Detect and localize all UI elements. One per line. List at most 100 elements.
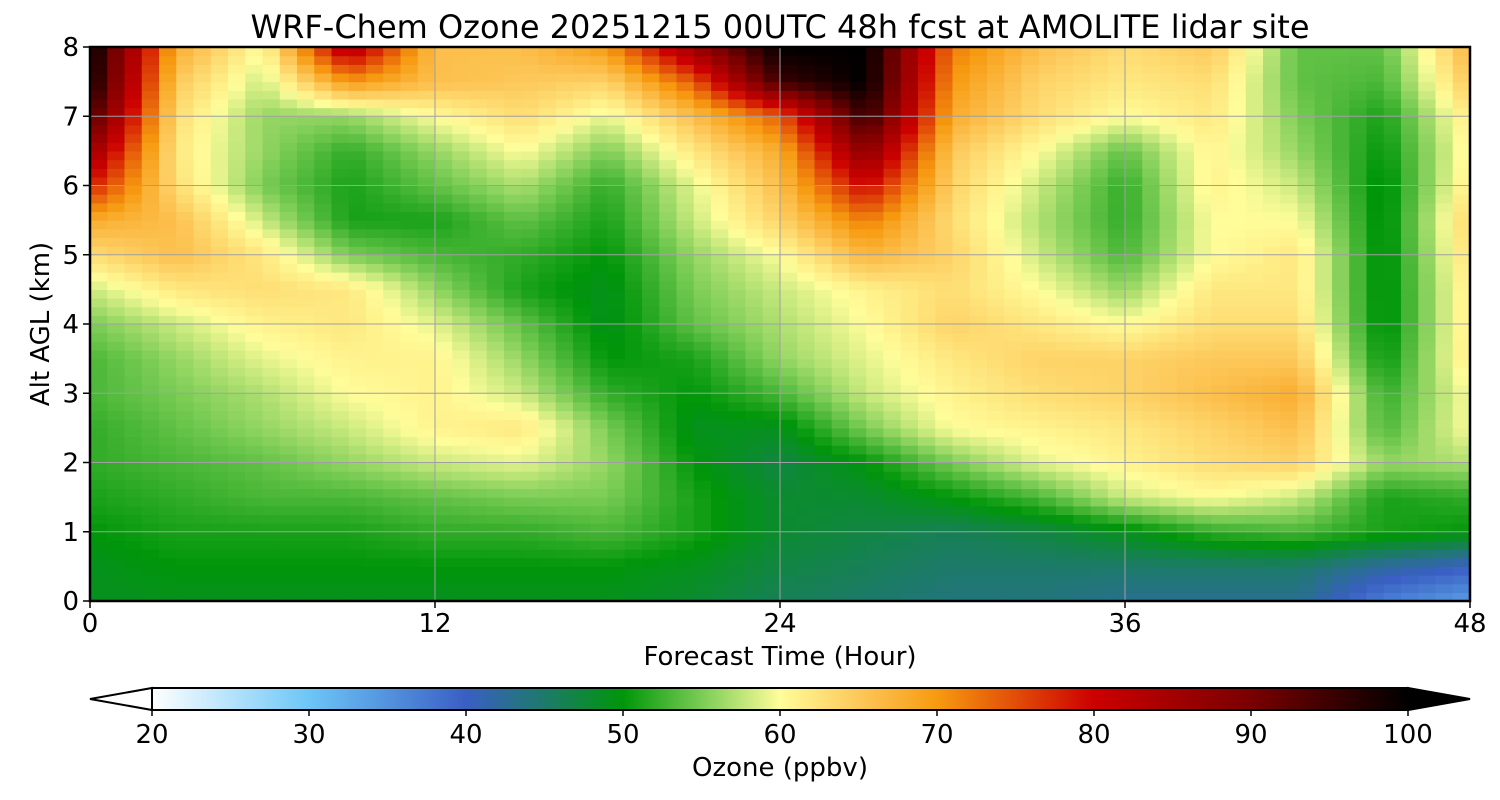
heatmap-cell: [814, 488, 833, 498]
heatmap-cell: [262, 289, 281, 299]
heatmap-cell: [1038, 427, 1057, 438]
heatmap-cell: [435, 393, 453, 403]
heatmap-cell: [1176, 436, 1195, 446]
heatmap-cell: [1349, 254, 1368, 265]
heatmap-cell: [1263, 228, 1281, 239]
heatmap-cell: [1021, 116, 1040, 126]
heatmap-cell: [504, 445, 522, 455]
heatmap-cell: [1004, 358, 1023, 368]
heatmap-cell: [952, 246, 971, 256]
heatmap-cell: [1366, 419, 1385, 429]
heatmap-cell: [1314, 445, 1333, 455]
heatmap-cell: [745, 349, 764, 360]
heatmap-cell: [400, 393, 419, 403]
heatmap-cell: [1435, 168, 1454, 178]
heatmap-cell: [262, 272, 281, 282]
heatmap-cell: [1401, 315, 1419, 325]
heatmap-cell: [1452, 583, 1470, 593]
heatmap-cell: [780, 194, 798, 204]
heatmap-cell: [141, 263, 160, 273]
heatmap-cell: [1401, 228, 1419, 239]
heatmap-cell: [693, 116, 712, 126]
heatmap-cell: [555, 150, 574, 161]
heatmap-cell: [469, 566, 488, 576]
heatmap-cell: [1004, 488, 1023, 498]
heatmap-cell: [866, 246, 885, 256]
heatmap-cell: [435, 107, 453, 117]
heatmap-cell: [452, 592, 471, 601]
heatmap-cell: [693, 246, 712, 256]
heatmap-cell: [1021, 228, 1040, 239]
heatmap-cell: [245, 263, 264, 273]
heatmap-cell: [1245, 142, 1264, 152]
heatmap-cell: [124, 289, 143, 299]
heatmap-cell: [210, 315, 229, 325]
heatmap-cell: [107, 575, 126, 585]
heatmap-cell: [573, 531, 591, 542]
heatmap-cell: [1107, 583, 1126, 593]
heatmap-cell: [883, 575, 902, 585]
heatmap-cell: [262, 410, 281, 420]
heatmap-cell: [1332, 514, 1350, 524]
heatmap-cell: [1280, 583, 1299, 593]
heatmap-cell: [900, 471, 919, 481]
heatmap-cell: [383, 393, 402, 403]
heatmap-cell: [831, 298, 850, 308]
heatmap-cell: [141, 289, 160, 299]
heatmap-cell: [693, 228, 712, 239]
heatmap-cell: [1211, 324, 1230, 334]
heatmap-cell: [728, 133, 747, 143]
heatmap-cell: [1314, 64, 1333, 74]
heatmap-cell: [1435, 107, 1454, 117]
heatmap-cell: [486, 211, 505, 221]
heatmap-cell: [297, 523, 315, 533]
heatmap-cell: [1142, 332, 1161, 342]
heatmap-cell: [676, 358, 695, 368]
heatmap-cell: [1211, 315, 1230, 325]
heatmap-cell: [193, 349, 212, 360]
heatmap-cell: [504, 349, 522, 360]
heatmap-cell: [1452, 246, 1470, 256]
heatmap-cell: [90, 349, 108, 360]
heatmap-cell: [417, 566, 436, 576]
heatmap-cell: [642, 254, 660, 265]
heatmap-cell: [1038, 272, 1057, 282]
heatmap-cell: [245, 531, 264, 542]
heatmap-cell: [176, 505, 195, 516]
heatmap-cell: [849, 289, 867, 299]
heatmap-cell: [1159, 358, 1178, 368]
heatmap-cell: [607, 98, 626, 109]
heatmap-cell: [435, 332, 453, 342]
heatmap-cell: [538, 592, 557, 601]
heatmap-cell: [245, 410, 264, 420]
heatmap-cell: [1245, 220, 1264, 230]
heatmap-cell: [1366, 142, 1385, 152]
heatmap-cell: [1314, 298, 1333, 308]
heatmap-cell: [693, 211, 712, 221]
heatmap-cell: [1366, 254, 1385, 265]
heatmap-cell: [745, 497, 764, 507]
heatmap-cell: [1142, 98, 1161, 109]
heatmap-cell: [486, 523, 505, 533]
heatmap-cell: [1056, 159, 1074, 169]
heatmap-cell: [245, 237, 264, 247]
heatmap-cell: [1228, 116, 1247, 126]
heatmap-cell: [486, 133, 505, 143]
heatmap-cell: [1021, 272, 1040, 282]
heatmap-cell: [348, 55, 367, 65]
heatmap-cell: [866, 479, 885, 490]
heatmap-cell: [849, 419, 867, 429]
heatmap-cell: [1245, 592, 1264, 601]
heatmap-cell: [987, 436, 1005, 446]
heatmap-cell: [745, 479, 764, 490]
heatmap-cell: [1125, 272, 1143, 282]
heatmap-cell: [900, 263, 919, 273]
heatmap-cell: [297, 246, 315, 256]
heatmap-cell: [435, 497, 453, 507]
heatmap-cell: [728, 159, 747, 169]
heatmap-cell: [918, 436, 936, 446]
heatmap-cell: [780, 254, 798, 265]
heatmap-cell: [1418, 479, 1437, 490]
heatmap-cell: [1418, 246, 1437, 256]
heatmap-cell: [1194, 298, 1212, 308]
